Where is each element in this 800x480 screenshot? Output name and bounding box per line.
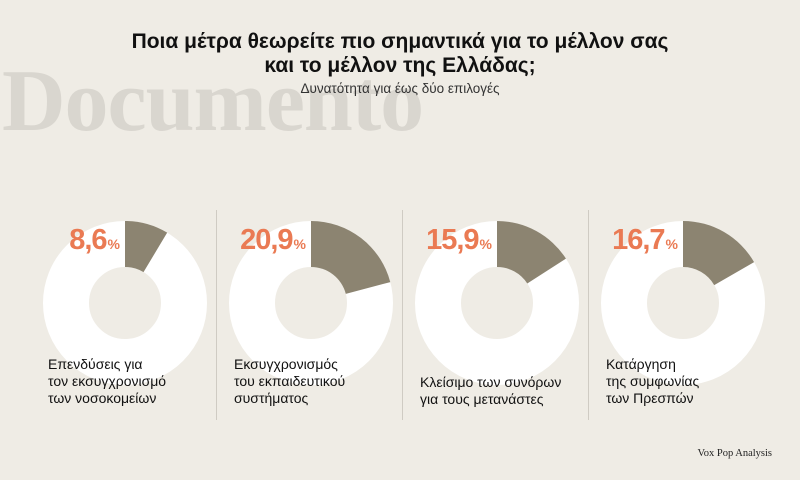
slice-label: Κλείσιμο των συνόρων για τους μετανάστες — [420, 374, 562, 407]
panel-divider — [402, 210, 403, 420]
percent-unit: % — [293, 236, 306, 252]
title-block: Ποια μέτρα θεωρείτε πιο σημαντικά για το… — [0, 30, 800, 96]
chart-title-line2: και το μέλλον της Ελλάδας; — [264, 54, 536, 77]
donut-chart — [229, 221, 393, 385]
percent-unit: % — [665, 236, 678, 252]
percent-value: 15,9% — [408, 226, 492, 255]
percent-number: 20,9 — [240, 224, 293, 256]
donut-panel-borders: 15,9% Κλείσιμο των συνόρων για τους μετα… — [408, 210, 594, 420]
panel-divider — [588, 210, 589, 420]
percent-unit: % — [479, 236, 492, 252]
donut-panel-education: 20,9% Εκσυγχρονισμός του εκπαιδευτικού σ… — [222, 210, 408, 420]
donut-panel-prespa: 16,7% Κατάργηση της συμφωνίας των Πρεσπώ… — [594, 210, 780, 420]
slice-label: Επενδύσεις για τον εκσυγχρονισμό των νοσ… — [48, 356, 167, 406]
percent-value: 8,6% — [36, 226, 120, 255]
donut-chart — [601, 221, 765, 385]
percent-value: 20,9% — [222, 226, 306, 255]
panel-divider — [216, 210, 217, 420]
donut-slice — [125, 221, 168, 273]
donut-slice — [311, 221, 391, 294]
percent-number: 8,6 — [69, 224, 107, 256]
chart-subtitle: Δυνατότητα για έως δύο επιλογές — [300, 81, 500, 96]
chart-title-line1: Ποια μέτρα θεωρείτε πιο σημαντικά για το… — [131, 30, 669, 53]
donut-chart — [43, 221, 207, 385]
source-credit: Vox Pop Analysis — [697, 448, 773, 459]
percent-number: 16,7 — [612, 224, 665, 256]
slice-label: Κατάργηση της συμφωνίας των Πρεσπών — [606, 356, 700, 406]
donut-chart — [415, 221, 579, 385]
donut-slice — [497, 221, 566, 284]
percent-number: 15,9 — [426, 224, 479, 256]
donut-panel-hospitals: 8,6% Επενδύσεις για τον εκσυγχρονισμό τω… — [36, 210, 222, 420]
donut-slice — [683, 221, 755, 286]
slice-label: Εκσυγχρονισμός του εκπαιδευτικού συστήμα… — [234, 356, 346, 406]
percent-value: 16,7% — [594, 226, 678, 255]
watermark-logo: Documento — [2, 53, 424, 150]
percent-unit: % — [107, 236, 120, 252]
